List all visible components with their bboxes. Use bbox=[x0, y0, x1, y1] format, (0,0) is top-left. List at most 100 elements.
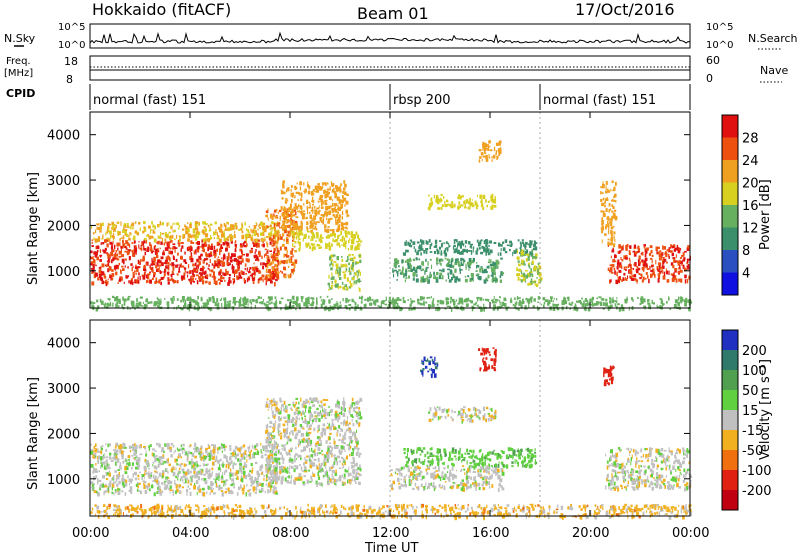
range-gate-cell bbox=[477, 297, 479, 302]
range-gate-cell bbox=[682, 265, 685, 269]
range-gate-cell bbox=[116, 463, 118, 467]
range-gate-cell bbox=[660, 256, 662, 261]
range-gate-cell bbox=[148, 470, 150, 475]
range-gate-cell bbox=[234, 231, 236, 234]
range-gate-cell bbox=[584, 304, 587, 308]
range-gate-cell bbox=[216, 482, 218, 487]
range-gate-cell bbox=[306, 479, 310, 483]
range-gate-cell bbox=[335, 238, 339, 242]
range-gate-cell bbox=[293, 219, 295, 224]
range-gate-cell bbox=[355, 452, 358, 456]
range-gate-cell bbox=[231, 478, 234, 482]
range-gate-cell bbox=[569, 307, 571, 310]
range-gate-cell bbox=[271, 227, 273, 232]
range-gate-cell bbox=[328, 210, 332, 215]
range-gate-cell bbox=[137, 259, 140, 265]
range-gate-cell bbox=[99, 277, 101, 281]
range-gate-cell bbox=[421, 243, 423, 248]
range-gate-cell bbox=[306, 205, 308, 210]
range-gate-cell bbox=[231, 224, 235, 228]
range-gate-cell bbox=[327, 182, 329, 185]
range-gate-cell bbox=[420, 269, 422, 272]
range-gate-cell bbox=[117, 298, 121, 302]
range-gate-cell bbox=[333, 209, 335, 212]
range-gate-cell bbox=[93, 251, 96, 255]
range-gate-cell bbox=[234, 241, 236, 244]
range-gate-cell bbox=[132, 237, 136, 241]
range-gate-cell bbox=[244, 298, 247, 302]
range-gate-cell bbox=[169, 491, 171, 494]
range-gate-cell bbox=[92, 467, 95, 472]
range-gate-cell bbox=[291, 270, 294, 273]
range-gate-cell bbox=[269, 279, 273, 282]
range-gate-cell bbox=[307, 300, 310, 304]
range-gate-cell bbox=[357, 304, 359, 308]
range-gate-cell bbox=[440, 206, 443, 210]
range-gate-cell bbox=[99, 259, 102, 262]
range-gate-cell bbox=[90, 263, 93, 266]
range-gate-cell bbox=[114, 489, 117, 493]
range-gate-cell bbox=[308, 458, 311, 462]
range-gate-cell bbox=[341, 221, 343, 226]
range-gate-cell bbox=[269, 489, 272, 493]
nsky-hi-tick: 10^5 bbox=[58, 22, 85, 33]
range-gate-cell bbox=[605, 181, 608, 185]
range-gate-cell bbox=[528, 274, 531, 278]
range-gate-cell bbox=[338, 266, 340, 270]
range-gate-cell bbox=[479, 297, 483, 301]
range-gate-cell bbox=[333, 187, 335, 193]
range-gate-cell bbox=[623, 266, 625, 270]
range-gate-cell bbox=[537, 268, 539, 272]
range-gate-cell bbox=[351, 254, 354, 256]
range-gate-cell bbox=[680, 301, 682, 304]
range-gate-cell bbox=[209, 273, 212, 277]
range-gate-cell bbox=[161, 222, 164, 226]
range-gate-cell bbox=[619, 276, 621, 279]
range-gate-cell bbox=[222, 461, 224, 465]
range-gate-cell bbox=[464, 245, 467, 248]
range-gate-cell bbox=[517, 307, 520, 311]
range-gate-cell bbox=[240, 255, 243, 259]
range-gate-cell bbox=[231, 264, 234, 268]
range-gate-cell bbox=[330, 284, 333, 289]
range-gate-cell bbox=[193, 274, 195, 278]
range-gate-cell bbox=[121, 304, 124, 308]
range-gate-cell bbox=[292, 223, 294, 226]
range-gate-cell bbox=[202, 229, 205, 234]
range-gate-cell bbox=[644, 253, 647, 257]
range-gate-cell bbox=[155, 301, 158, 306]
range-gate-cell bbox=[196, 448, 200, 453]
range-gate-cell bbox=[160, 281, 162, 286]
range-gate-cell bbox=[238, 458, 242, 463]
range-gate-cell bbox=[166, 262, 170, 265]
range-gate-cell bbox=[134, 477, 138, 481]
range-gate-cell bbox=[182, 236, 184, 240]
range-gate-cell bbox=[612, 225, 615, 228]
range-gate-cell bbox=[410, 244, 413, 248]
range-gate-cell bbox=[353, 281, 355, 286]
range-gate-cell bbox=[326, 217, 328, 220]
range-gate-cell bbox=[126, 247, 128, 250]
range-gate-cell bbox=[286, 239, 288, 242]
range-gate-cell bbox=[433, 276, 436, 280]
range-gate-cell bbox=[175, 490, 177, 495]
range-gate-cell bbox=[480, 152, 484, 156]
range-gate-cell bbox=[298, 238, 301, 241]
range-gate-cell bbox=[641, 267, 645, 271]
range-gate-cell bbox=[105, 239, 109, 242]
range-gate-cell bbox=[153, 246, 156, 250]
range-gate-cell bbox=[278, 408, 280, 413]
range-gate-cell bbox=[563, 297, 566, 302]
range-gate-cell bbox=[308, 406, 312, 409]
range-gate-cell bbox=[430, 305, 432, 307]
range-gate-cell bbox=[123, 281, 125, 284]
range-gate-cell bbox=[487, 261, 491, 264]
range-gate-cell bbox=[256, 223, 258, 227]
range-gate-cell bbox=[346, 258, 349, 261]
range-gate-cell bbox=[405, 270, 408, 273]
range-gate-cell bbox=[322, 298, 324, 303]
range-gate-cell bbox=[405, 240, 407, 243]
range-gate-cell bbox=[202, 271, 204, 275]
range-gate-cell bbox=[347, 255, 349, 259]
range-gate-cell bbox=[359, 397, 362, 400]
